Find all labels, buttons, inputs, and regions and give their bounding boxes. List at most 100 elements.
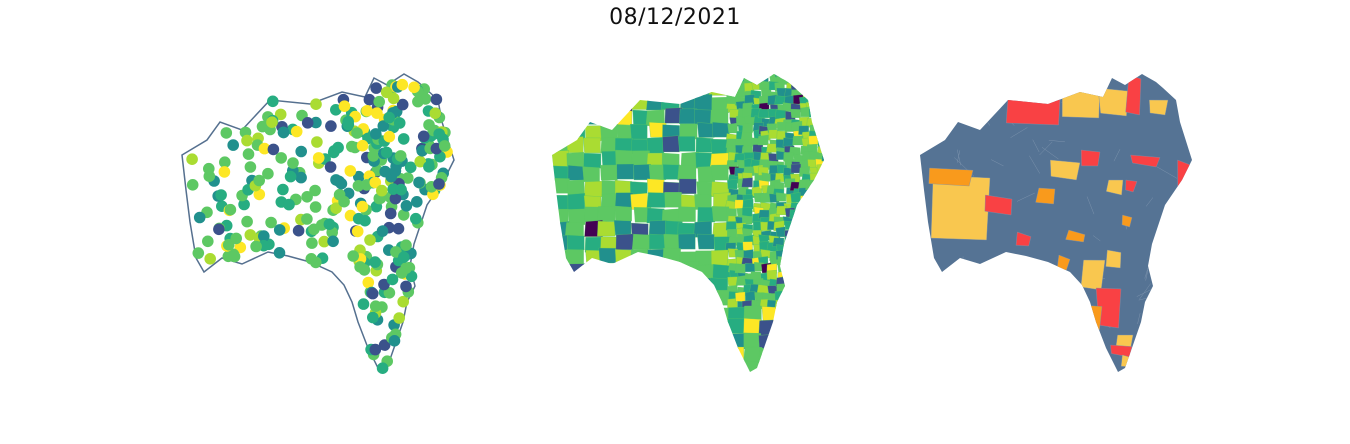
municipality-point [330,202,342,214]
municipality-border [1176,188,1184,209]
municipality-region [801,263,813,273]
municipality-point [412,95,424,108]
municipality-point [311,136,323,148]
municipality-region [649,233,667,250]
municipality-region [742,215,753,225]
municipality-region [822,74,824,78]
municipality-region [600,164,618,181]
municipality-region [552,194,569,211]
municipality-region [679,74,697,82]
municipality-border [1032,139,1040,153]
municipality-region [583,180,603,197]
municipality-point [413,176,425,189]
municipality-region [834,242,844,251]
municipality-region [753,74,765,79]
municipality-region [582,74,600,86]
municipality-region [823,291,824,303]
municipality-region [710,138,728,155]
municipality-region [583,152,602,169]
municipality-region [832,209,842,218]
municipality-region [790,192,801,203]
municipality-region [809,333,824,349]
municipality-region [822,90,824,101]
municipality-region [584,109,603,125]
municipality-region [630,318,648,334]
municipality-region [600,346,619,363]
choropleth-map [552,74,844,391]
municipality-region [744,263,756,273]
municipality-region [785,276,796,286]
municipality-region [632,234,651,250]
municipality-region [822,319,824,337]
municipality-region [565,249,584,265]
municipality-region [822,108,824,118]
risk-region-red [1130,154,1161,168]
municipality-region [833,292,843,301]
risk-region-red [1005,94,1061,126]
municipality-region [791,275,803,286]
municipality-region [822,263,824,273]
municipality-region [615,332,633,349]
municipality-region [773,362,792,372]
municipality-point [383,130,396,143]
municipality-region [794,376,811,391]
municipality-point [273,247,286,259]
municipality-region [742,198,754,210]
municipality-region [631,347,650,363]
municipality-region [800,201,812,211]
municipality-border [1157,60,1158,73]
municipality-border [1162,303,1181,306]
municipality-region [800,194,811,205]
municipality-region [633,303,651,320]
municipality-point [429,107,442,120]
municipality-point [433,178,445,190]
municipality-point [361,105,373,117]
municipality-region [783,300,795,311]
municipality-point [258,230,270,242]
municipality-region [808,74,820,84]
municipality-border [1194,174,1199,191]
municipality-point [387,92,400,105]
municipality-region [583,345,602,362]
municipality-region [648,332,666,349]
municipality-border [1156,166,1178,179]
municipality-region [647,349,666,365]
municipality-region [632,278,651,294]
municipality-point [364,234,376,246]
municipality-point [417,130,430,143]
municipality-region [601,360,619,372]
municipality-region [648,320,667,336]
municipality-region [799,227,811,238]
risk-region-red [1151,294,1163,314]
municipality-point [383,111,395,124]
municipality-region [616,163,634,180]
municipality-region [825,171,835,181]
municipality-region [832,118,842,127]
municipality-region [616,319,634,336]
municipality-point [377,120,390,132]
municipality-region [808,186,819,197]
municipality-region [823,276,824,286]
municipality-region [825,348,842,364]
municipality-region [583,137,601,154]
municipality-region [759,192,771,203]
municipality-region [823,137,824,147]
municipality-point [383,287,396,299]
municipality-region [833,265,843,274]
municipality-region [584,80,603,97]
municipality-point [351,225,364,238]
municipality-region [552,303,569,321]
municipality-region [616,289,634,306]
municipality-border [1184,322,1192,340]
municipality-point [423,119,435,131]
municipality-region [678,178,697,194]
municipality-point [378,278,390,291]
municipality-point [277,183,289,196]
municipality-point [380,146,393,159]
municipality-region [822,125,824,135]
municipality-region [802,242,813,252]
municipality-region [800,289,811,300]
municipality-region [647,248,665,265]
municipality-region [833,278,844,288]
municipality-region [598,247,616,264]
